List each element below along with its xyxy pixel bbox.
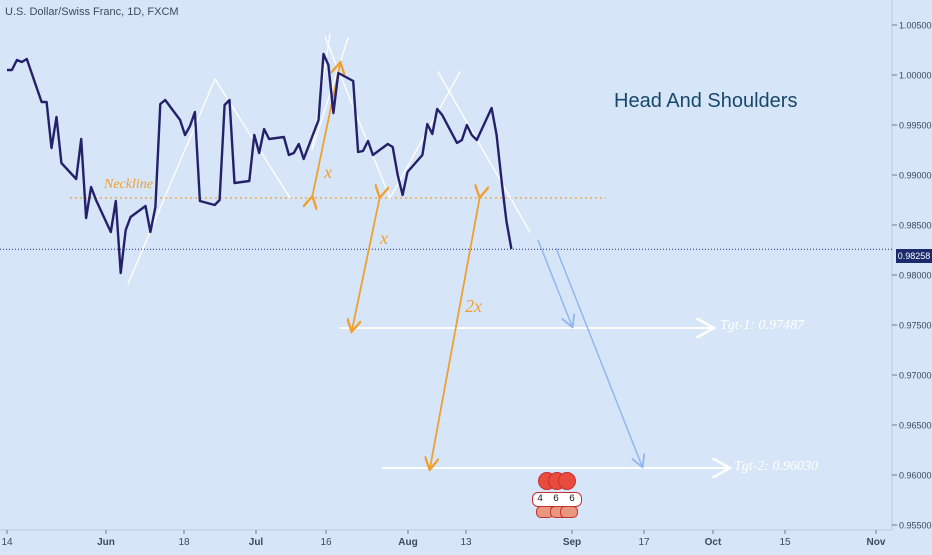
y-tick-label: 0.97500 [899,321,932,331]
x-tick-label: Nov [867,537,886,548]
pattern-line [127,78,216,285]
x-head-label: x [324,162,332,182]
y-tick-label: 0.98000 [899,271,932,281]
target-2-label: Tgt-2: 0.96030 [734,459,818,474]
measure-arrow [352,196,380,330]
x-drop-label: x [380,228,388,248]
projection-arrow [555,247,642,466]
y-tick-label: 0.97000 [899,371,932,381]
x-tick-label: Aug [398,537,417,548]
price-series-line [7,52,513,275]
symbol-title: U.S. Dollar/Swiss Franc, 1D, FXCM [5,6,179,18]
measure-arrow [312,64,340,198]
y-tick-label: 0.95500 [899,521,932,531]
x-tick-label: 16 [320,537,332,548]
pattern-line [437,71,531,233]
y-tick-label: 1.00000 [899,71,932,81]
two-x-label: 2x [465,296,482,316]
y-tick-label: 0.96500 [899,421,932,431]
x-tick-label: Jul [249,537,264,548]
x-tick-label: 18 [178,537,190,548]
event-count-badge[interactable]: 4 6 6 2 [532,492,582,518]
x-tick-label: 14 [1,537,13,548]
y-tick-label: 0.99000 [899,171,932,181]
y-tick-label: 0.99500 [899,121,932,131]
x-tick-label: Jun [97,537,115,548]
neckline-label: Neckline [104,177,153,192]
us-flag-icon[interactable] [560,506,578,518]
y-tick-label: 1.00500 [899,21,932,31]
x-tick-label: 17 [638,537,650,548]
x-tick-label: Sep [563,537,581,548]
y-tick-label: 0.98500 [899,221,932,231]
x-tick-label: 15 [779,537,791,548]
pattern-line [214,78,291,199]
target-1-label: Tgt-1: 0.97487 [720,318,804,333]
measure-arrow [430,196,480,468]
current-price-tag: 0.98258 [896,249,932,263]
pattern-title: Head And Shoulders [614,90,798,112]
x-tick-label: Oct [705,537,722,548]
y-tick-label: 0.96000 [899,471,932,481]
projection-arrow [537,239,572,326]
swiss-flag-icon[interactable] [558,472,576,490]
x-tick-label: 13 [460,537,472,548]
